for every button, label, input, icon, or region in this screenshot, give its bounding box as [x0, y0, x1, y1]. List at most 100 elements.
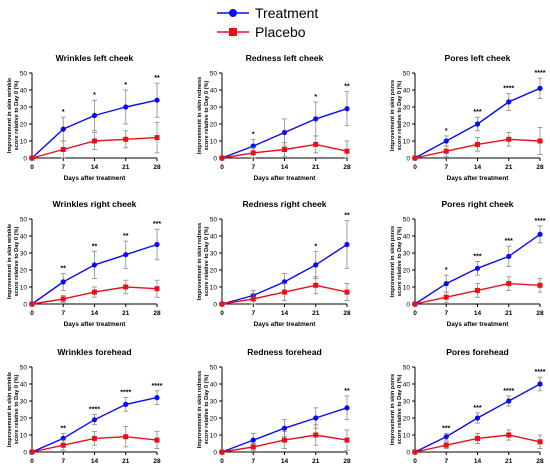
data-point-treatment	[123, 104, 129, 110]
data-point-placebo	[313, 141, 319, 147]
y-tick-label: 30	[403, 250, 411, 257]
significance-label: **	[344, 388, 350, 395]
data-point-placebo	[123, 434, 129, 440]
data-point-placebo	[537, 439, 543, 445]
data-point-treatment	[91, 417, 98, 423]
y-axis-label-line: score relative to Day 0 (%)	[14, 81, 20, 151]
x-axis-label: Days after treatment	[447, 321, 510, 328]
legend-marker-treatment	[217, 9, 249, 17]
y-tick-label: 20	[403, 267, 411, 274]
x-tick-label: 14	[281, 310, 289, 317]
significance-label: **	[344, 84, 350, 91]
data-point-treatment	[313, 116, 319, 122]
data-point-placebo	[313, 282, 319, 288]
y-tick-label: 0	[213, 155, 217, 162]
data-point-placebo	[412, 449, 418, 455]
data-point-treatment	[91, 112, 98, 119]
y-axis-label: Improvement in skin poresscore relative …	[390, 374, 403, 445]
y-tick-label: 0	[23, 449, 27, 456]
y-tick-label: 30	[210, 250, 218, 257]
x-tick-label: 21	[312, 458, 320, 465]
data-point-placebo	[250, 150, 256, 156]
chart-title: Redness left cheek	[246, 53, 324, 63]
data-point-treatment	[506, 398, 512, 404]
data-point-treatment	[281, 129, 288, 136]
y-tick-label: 50	[210, 364, 218, 371]
chart-panel-5: Redness right cheek 0 10 20 30 40 50 0 7 14 21 28 Da…	[197, 199, 351, 328]
y-tick-label: 40	[210, 233, 218, 240]
significance-label: ****	[89, 407, 100, 414]
x-tick-label: 7	[251, 458, 255, 465]
x-tick-label: 28	[343, 164, 351, 171]
data-point-placebo	[412, 155, 418, 161]
x-tick-label: 0	[220, 310, 224, 317]
data-point-placebo	[443, 148, 449, 154]
legend-marker-placebo	[217, 28, 249, 36]
data-point-treatment	[443, 434, 449, 440]
y-tick-label: 50	[403, 364, 411, 371]
data-point-placebo	[412, 301, 418, 307]
y-tick-label: 20	[20, 415, 28, 422]
y-tick-label: 0	[213, 449, 217, 456]
significance-label: ****	[503, 85, 514, 92]
chart-panel-8: Redness forehead0102030405007142128Days …	[197, 347, 351, 465]
y-tick-label: 50	[20, 216, 28, 223]
significance-label: ****	[535, 369, 546, 376]
y-tick-label: 40	[403, 381, 411, 388]
data-point-placebo	[29, 449, 35, 455]
significance-label: **	[154, 75, 160, 82]
x-tick-label: 0	[413, 164, 417, 171]
y-axis-label: Improvement in skin wrinklescore relativ…	[7, 224, 20, 299]
data-point-placebo	[154, 135, 160, 141]
chart-panel-1: Wrinkles left cheek 0 10 20 30 40 50 0 7 14 21 28 Da…	[7, 53, 161, 182]
y-tick-label: 40	[20, 233, 28, 240]
x-tick-label: 7	[444, 458, 448, 465]
x-tick-label: 21	[122, 458, 130, 465]
data-point-placebo	[92, 138, 97, 144]
significance-label: ***	[473, 109, 481, 116]
chart-panel-7: Wrinkles forehead0102030405007142128Days…	[7, 347, 163, 465]
y-tick-label: 40	[210, 87, 218, 94]
legend-label-treatment: Treatment	[255, 5, 319, 21]
data-point-placebo	[60, 442, 66, 448]
significance-label: **	[123, 233, 129, 240]
chart-title: Redness right cheek	[242, 199, 326, 209]
chart-title: Pores forehead	[446, 347, 509, 357]
y-tick-label: 50	[20, 70, 28, 77]
x-tick-label: 14	[91, 164, 99, 171]
x-tick-label: 14	[474, 310, 482, 317]
significance-label: ***	[473, 405, 481, 412]
x-tick-label: 14	[91, 310, 99, 317]
y-tick-label: 30	[210, 104, 218, 111]
y-axis-label-line: Improvement in skin pores	[390, 374, 396, 445]
y-tick-label: 50	[20, 364, 28, 371]
y-tick-label: 40	[210, 381, 218, 388]
y-tick-label: 10	[20, 284, 28, 291]
chart-title: Pores left cheek	[445, 53, 511, 63]
y-tick-label: 0	[406, 301, 410, 308]
y-tick-label: 40	[403, 87, 411, 94]
data-point-treatment	[344, 241, 350, 248]
y-axis-label-line: Improvement in skin redness	[197, 371, 203, 448]
data-point-treatment	[474, 121, 481, 127]
significance-label: *	[124, 82, 127, 89]
x-tick-label: 0	[413, 310, 417, 317]
significance-label: ****	[152, 383, 163, 390]
x-tick-label: 28	[536, 164, 544, 171]
chart-title: Redness forehead	[247, 347, 322, 357]
x-tick-label: 21	[505, 310, 513, 317]
x-tick-label: 0	[30, 458, 34, 465]
y-axis-label-line: score relative to Day 0 (%)	[14, 227, 20, 297]
data-point-placebo	[443, 442, 449, 448]
chart-panel-9: Pores forehead0102030405007142128Days af…	[390, 347, 546, 465]
data-point-placebo	[92, 289, 97, 295]
data-point-placebo	[219, 301, 225, 307]
significance-label: ****	[120, 390, 131, 397]
x-tick-label: 28	[153, 164, 161, 171]
x-tick-label: 28	[343, 310, 351, 317]
data-point-treatment	[443, 138, 449, 144]
chart-title: Wrinkles forehead	[57, 347, 131, 357]
x-tick-label: 14	[281, 458, 289, 465]
chart-panel-3: Pores left cheek 0 10 20 30 40 50 0 7 14 21 28 Days …	[390, 53, 546, 182]
